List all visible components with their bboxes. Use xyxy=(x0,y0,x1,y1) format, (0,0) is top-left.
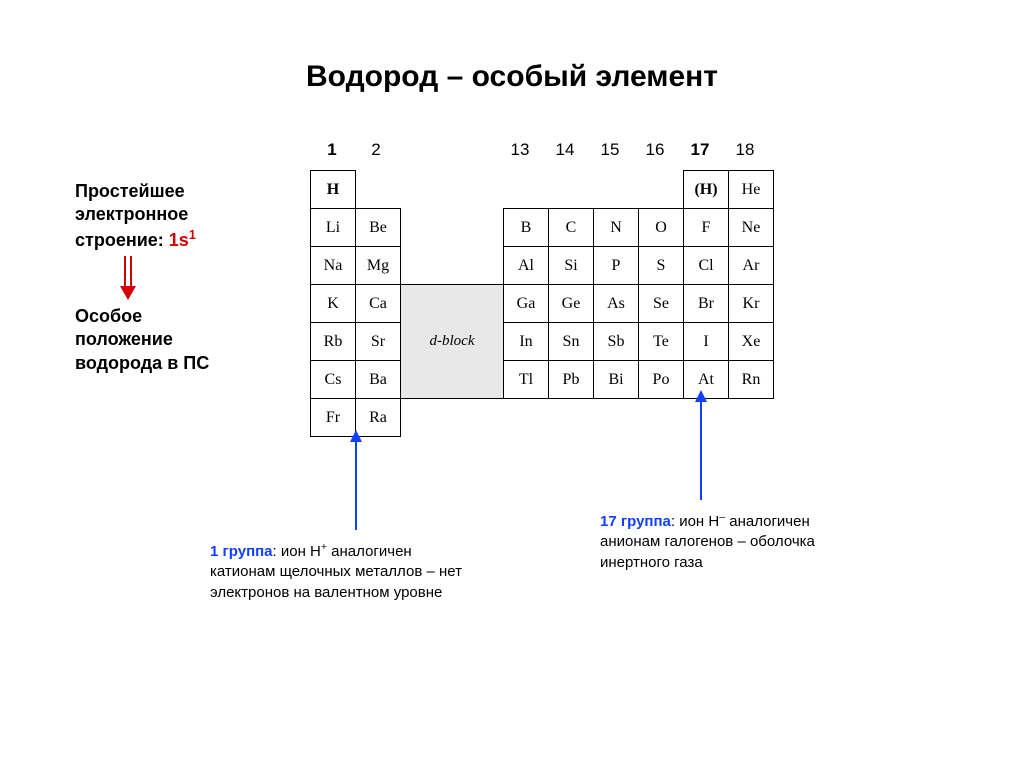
group-number: 1 xyxy=(312,140,352,160)
empty-cell xyxy=(639,399,684,437)
text-line: анионам галогенов – оболочка xyxy=(600,533,815,550)
group1-annotation: 1 группа: ион H+ аналогичен катионам щел… xyxy=(210,540,540,603)
element-cell: As xyxy=(594,285,639,323)
element-cell: He xyxy=(729,171,774,209)
element-cell: Mg xyxy=(356,247,401,285)
group-number: 18 xyxy=(725,140,765,160)
config-text: 1s1 xyxy=(169,230,196,250)
element-cell: Xe xyxy=(729,323,774,361)
element-cell: Ca xyxy=(356,285,401,323)
element-cell: Ga xyxy=(504,285,549,323)
empty-cell xyxy=(504,171,549,209)
element-cell: K xyxy=(311,285,356,323)
element-cell: Si xyxy=(549,247,594,285)
element-cell: Rn xyxy=(729,361,774,399)
empty-cell xyxy=(356,171,401,209)
group-number: 16 xyxy=(635,140,675,160)
element-cell: Cs xyxy=(311,361,356,399)
group-label: 17 группа xyxy=(600,513,671,530)
arrow-line xyxy=(700,400,702,500)
element-cell: O xyxy=(639,209,684,247)
empty-cell xyxy=(729,399,774,437)
element-cell: (H) xyxy=(684,171,729,209)
empty-cell xyxy=(504,399,549,437)
text-line: инертного газа xyxy=(600,554,703,571)
group-number: 2 xyxy=(356,140,396,160)
element-cell: B xyxy=(504,209,549,247)
electron-structure-label: Простейшее электронное строение: 1s1 xyxy=(75,180,196,252)
element-cell: C xyxy=(549,209,594,247)
element-cell: Te xyxy=(639,323,684,361)
element-cell: Pb xyxy=(549,361,594,399)
empty-cell xyxy=(549,171,594,209)
group-number: 15 xyxy=(590,140,630,160)
element-cell: Ar xyxy=(729,247,774,285)
arrow-line xyxy=(355,440,357,530)
group17-annotation: 17 группа: ион H– аналогичен анионам гал… xyxy=(600,510,900,573)
text-line: положение xyxy=(75,329,173,349)
element-cell: Br xyxy=(684,285,729,323)
element-cell: F xyxy=(684,209,729,247)
element-cell: S xyxy=(639,247,684,285)
group-label: 1 группа xyxy=(210,543,273,560)
text-line: Особое xyxy=(75,306,142,326)
element-cell: Fr xyxy=(311,399,356,437)
element-cell: Al xyxy=(504,247,549,285)
element-cell: P xyxy=(594,247,639,285)
group-number: 14 xyxy=(545,140,585,160)
element-cell: Be xyxy=(356,209,401,247)
element-cell: Li xyxy=(311,209,356,247)
element-cell: Kr xyxy=(729,285,774,323)
empty-cell xyxy=(639,171,684,209)
element-cell: Sb xyxy=(594,323,639,361)
element-cell: Na xyxy=(311,247,356,285)
element-cell: Bi xyxy=(594,361,639,399)
empty-cell xyxy=(401,247,504,285)
element-cell: Se xyxy=(639,285,684,323)
down-arrow-icon xyxy=(118,254,138,302)
element-cell: Ge xyxy=(549,285,594,323)
element-cell: H xyxy=(311,171,356,209)
element-cell: Ne xyxy=(729,209,774,247)
group-number: 17 xyxy=(680,140,720,160)
d-block-cell: d-block xyxy=(401,285,504,399)
group-number: 13 xyxy=(500,140,540,160)
special-position-label: Особое положение водорода в ПС xyxy=(75,305,209,375)
empty-cell xyxy=(401,209,504,247)
page-title: Водород – особый элемент xyxy=(0,60,1024,94)
arrow-up-icon xyxy=(695,390,707,402)
empty-cell xyxy=(594,171,639,209)
element-cell: Cl xyxy=(684,247,729,285)
element-cell: Rb xyxy=(311,323,356,361)
element-cell: Sn xyxy=(549,323,594,361)
empty-cell xyxy=(401,171,504,209)
text-line: электронов на валентном уровне xyxy=(210,584,442,601)
text-line: электронное xyxy=(75,204,188,224)
element-cell: Ra xyxy=(356,399,401,437)
text-line: строение: xyxy=(75,230,169,250)
element-cell: N xyxy=(594,209,639,247)
element-cell: I xyxy=(684,323,729,361)
text-line: катионам щелочных металлов – нет xyxy=(210,563,462,580)
empty-cell xyxy=(549,399,594,437)
element-cell: Po xyxy=(639,361,684,399)
empty-cell xyxy=(401,399,504,437)
text-line: водорода в ПС xyxy=(75,353,209,373)
text-line: Простейшее xyxy=(75,181,185,201)
element-cell: Ba xyxy=(356,361,401,399)
empty-cell xyxy=(684,399,729,437)
arrow-up-icon xyxy=(350,430,362,442)
element-cell: Sr xyxy=(356,323,401,361)
element-cell: In xyxy=(504,323,549,361)
empty-cell xyxy=(594,399,639,437)
element-cell: Tl xyxy=(504,361,549,399)
